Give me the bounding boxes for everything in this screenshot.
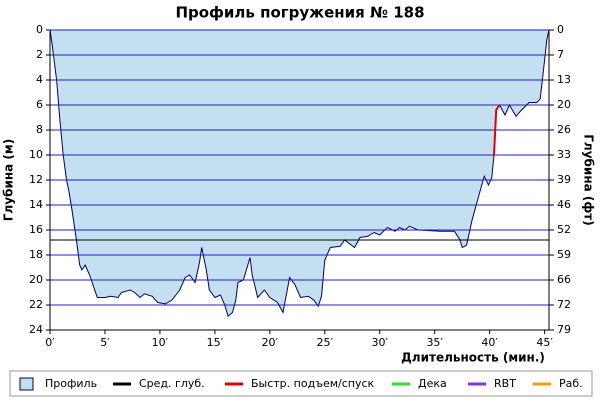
x-tick-label: 35′	[426, 336, 443, 349]
y-tick-label: 20	[29, 273, 43, 286]
y-tick-label: 2	[36, 48, 43, 61]
y2-tick-label: 33	[557, 148, 571, 161]
y-tick-label: 14	[29, 198, 43, 211]
x-tick-label: 25′	[317, 336, 334, 349]
y2-tick-label: 20	[557, 98, 571, 111]
legend-swatch	[19, 377, 34, 391]
y2-tick-label: 7	[557, 48, 564, 61]
x-tick-label: 10′	[152, 336, 169, 349]
y-tick-label: 24	[29, 323, 43, 336]
y2-tick-label: 39	[557, 173, 571, 186]
x-tick-label: 0′	[45, 336, 55, 349]
y-tick-label: 0	[36, 23, 43, 36]
y2-tick-label: 72	[557, 298, 571, 311]
y2-tick-label: 66	[557, 273, 571, 286]
y2-tick-label: 13	[557, 73, 571, 86]
chart-title: Профиль погружения № 188	[175, 4, 424, 22]
y-tick-label: 22	[29, 298, 43, 311]
y-tick-label: 8	[36, 123, 43, 136]
legend-label: Раб.	[559, 377, 583, 390]
profile-area	[49, 29, 550, 318]
y2-tick-label: 26	[557, 123, 571, 136]
legend-label: Быстр. подъем/спуск	[251, 377, 375, 390]
y2-tick-label: 52	[557, 223, 571, 236]
x-tick-label: 45′	[536, 336, 553, 349]
legend-box	[9, 370, 593, 397]
y-tick-label: 6	[36, 98, 43, 111]
x-tick-label: 40′	[481, 336, 498, 349]
y-tick-label: 10	[29, 148, 43, 161]
y2-tick-label: 46	[557, 198, 571, 211]
y2-axis-label: Глубина (фт)	[582, 134, 596, 225]
y-tick-label: 16	[29, 223, 43, 236]
x-tick-label: 30′	[371, 336, 388, 349]
legend-label: RBT	[494, 377, 516, 390]
x-tick-label: 20′	[262, 336, 279, 349]
y-tick-label: 12	[29, 173, 43, 186]
fast-ascent-line	[493, 104, 501, 156]
y-tick-label: 18	[29, 248, 43, 261]
y2-tick-label: 0	[557, 23, 564, 36]
x-tick-label: 15′	[207, 336, 224, 349]
y2-tick-label: 59	[557, 248, 571, 261]
legend-label: Дека	[418, 377, 447, 390]
y2-tick-label: 79	[557, 323, 571, 336]
legend-label: Профиль	[45, 377, 97, 390]
legend-label: Сред. глуб.	[139, 377, 205, 390]
y-axis-label: Глубина (м)	[2, 139, 16, 221]
x-tick-label: 5′	[100, 336, 110, 349]
x-axis-label: Длительность (мин.)	[401, 351, 545, 365]
y-tick-label: 4	[36, 73, 43, 86]
